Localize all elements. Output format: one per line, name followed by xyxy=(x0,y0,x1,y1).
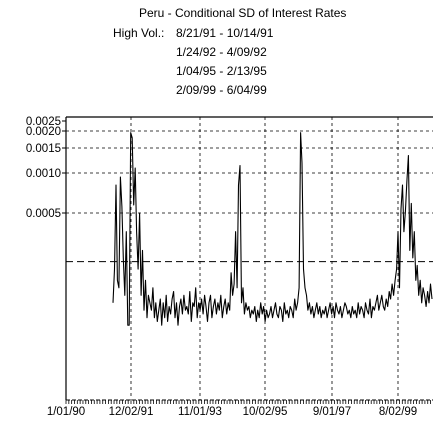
chart-title: Peru - Conditional SD of Interest Rates xyxy=(139,6,346,20)
chart-title-block: Peru - Conditional SD of Interest Rates … xyxy=(113,6,346,97)
high-vol-label: High Vol.: xyxy=(113,26,164,40)
y-tick-label: 0.0025 xyxy=(26,116,61,128)
y-tick-label: 0.0010 xyxy=(26,168,61,180)
high-vol-period-2: 1/24/92 - 4/09/92 xyxy=(176,45,267,59)
y-tick-label: 0.0015 xyxy=(26,143,61,155)
x-tick-label: 11/01/93 xyxy=(178,406,222,418)
high-vol-period-4: 2/09/99 - 6/04/99 xyxy=(176,83,267,97)
x-tick-label: 1/01/90 xyxy=(47,406,85,418)
x-tick-label: 12/02/91 xyxy=(109,406,154,418)
series-line xyxy=(112,132,433,326)
y-tick-label: 0.0020 xyxy=(26,126,61,138)
y-tick-label: 0.0005 xyxy=(26,208,61,220)
high-vol-period-3: 1/04/95 - 2/13/95 xyxy=(176,64,267,78)
high-vol-period-1: 8/21/91 - 10/14/91 xyxy=(176,26,274,40)
x-tick-label: 10/02/95 xyxy=(243,406,288,418)
x-tick-label: 9/01/97 xyxy=(313,406,351,418)
x-tick-label: 8/02/99 xyxy=(379,406,417,418)
